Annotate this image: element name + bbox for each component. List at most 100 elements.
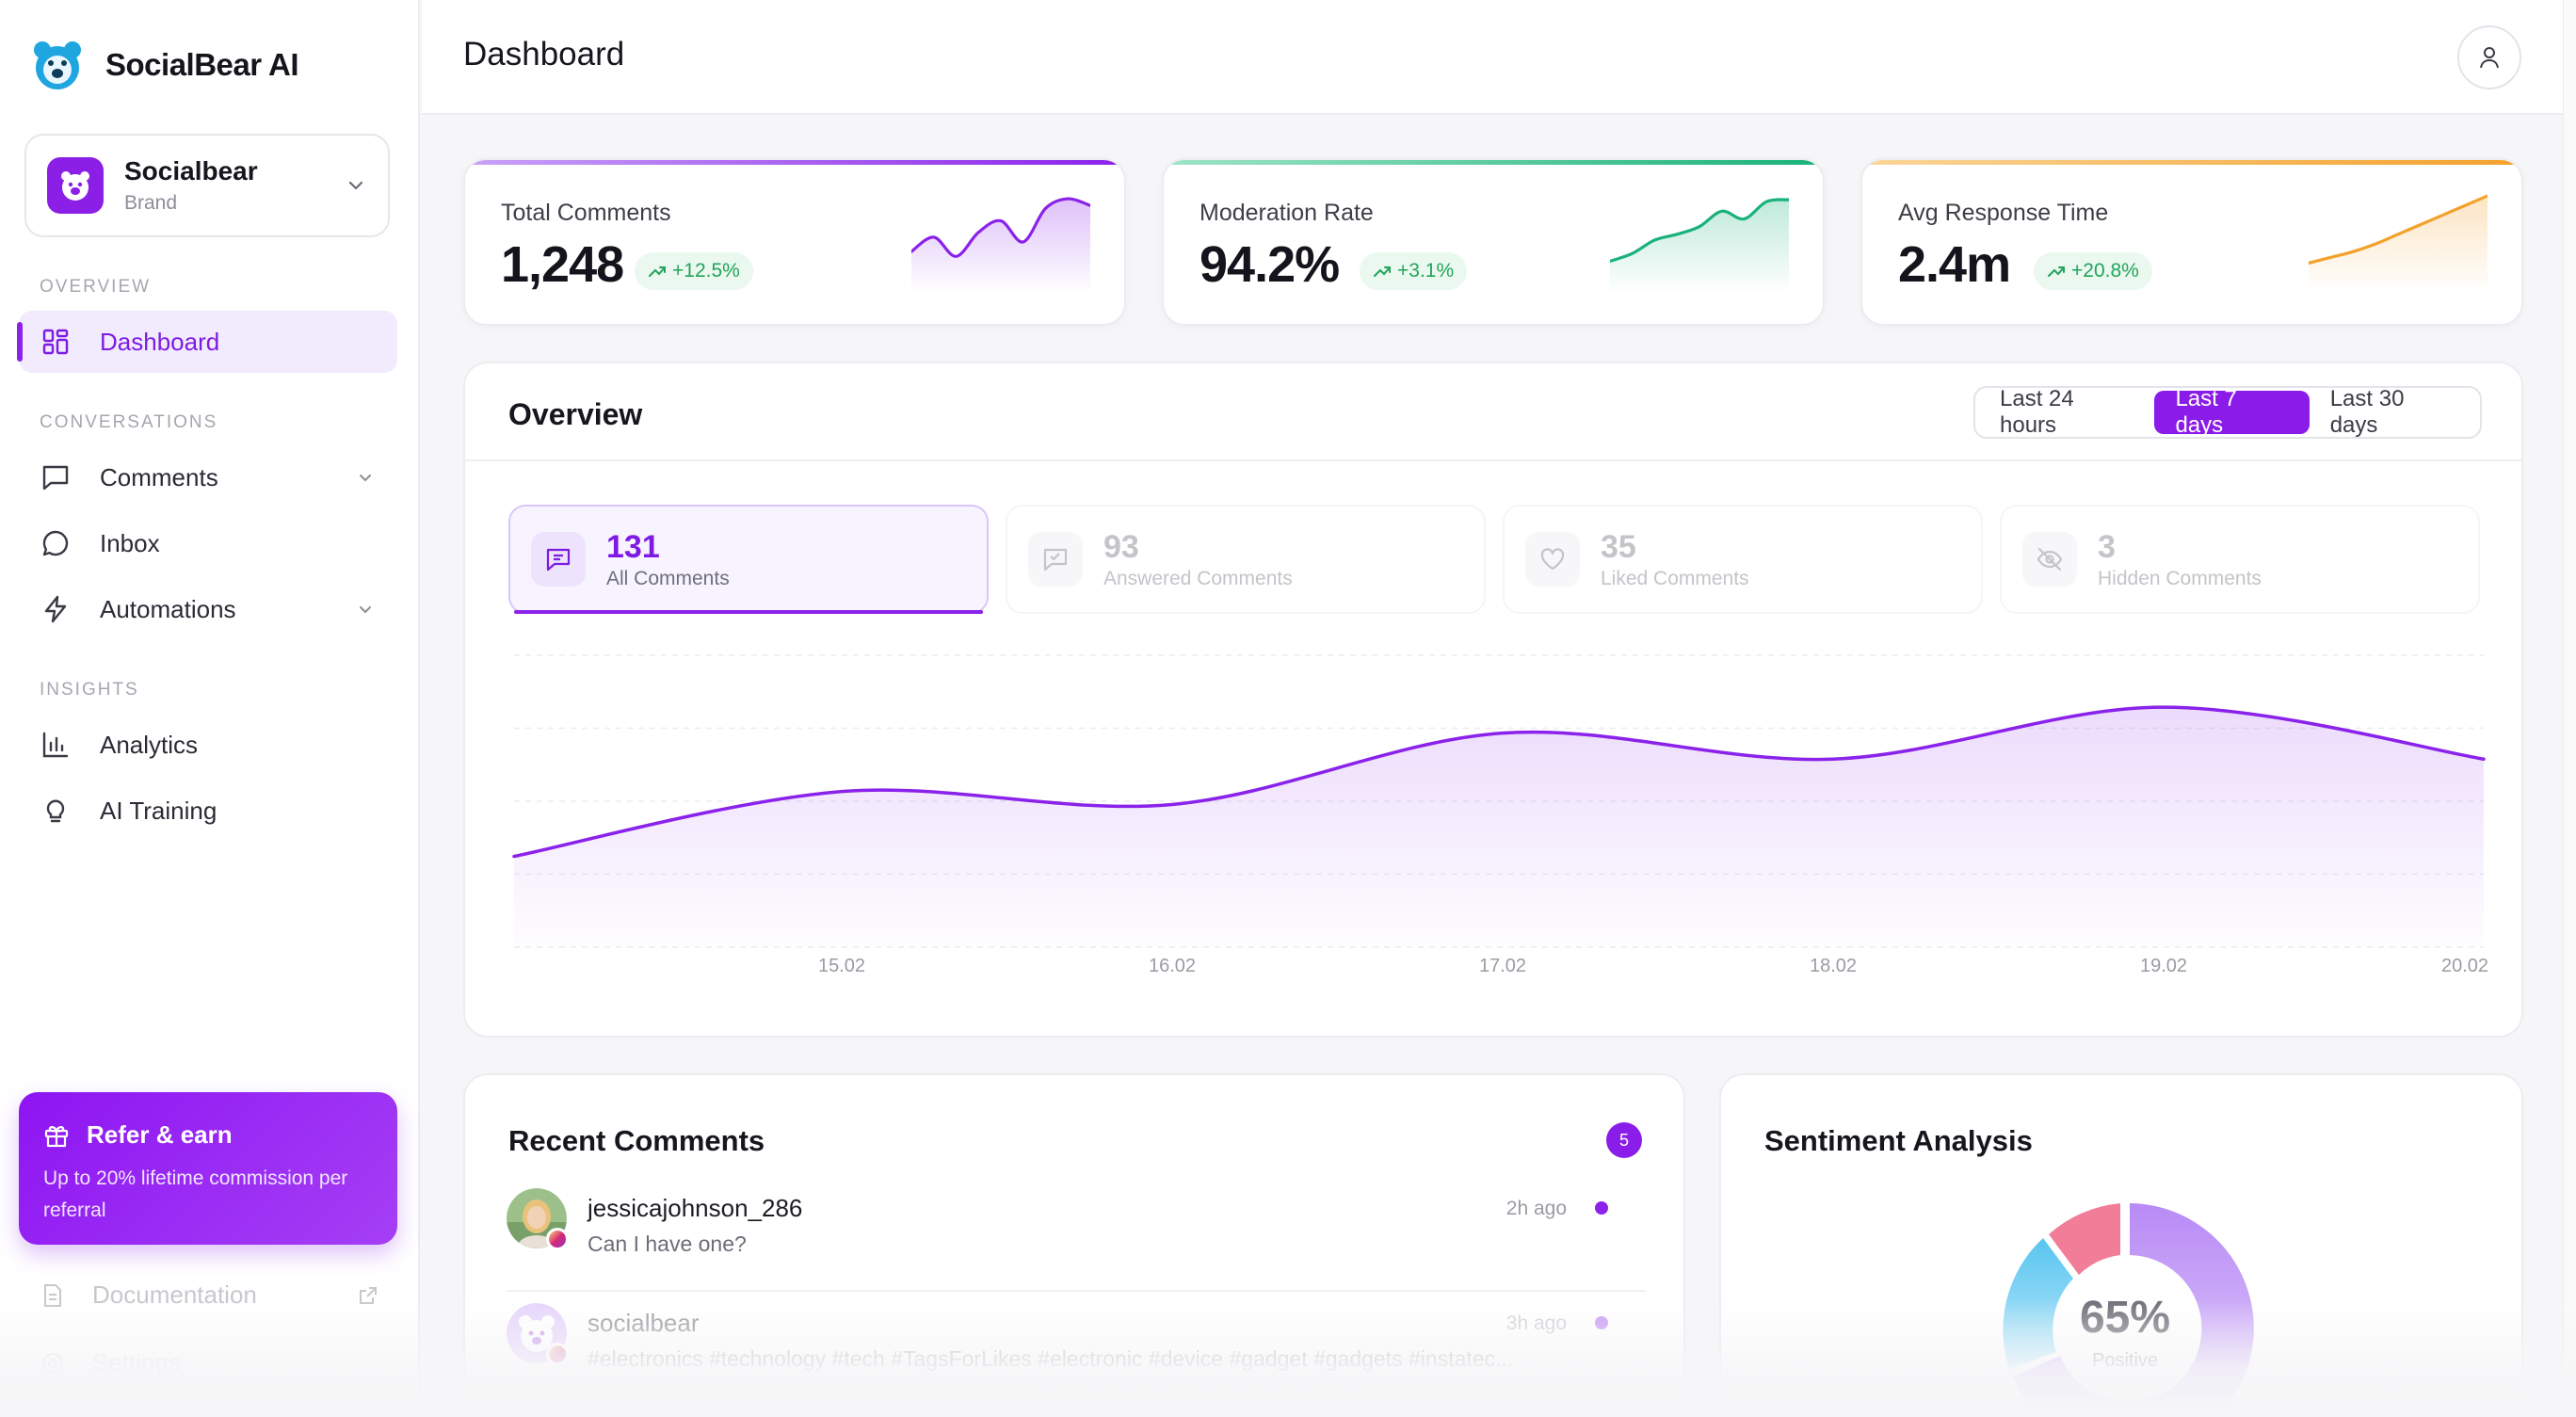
area-line xyxy=(512,705,2486,859)
eye-off-icon xyxy=(2022,532,2077,587)
stat-label: Avg Response Time xyxy=(1898,200,2109,226)
comment-username: jessicajohnson_286 xyxy=(588,1194,803,1222)
stat-label: Moderation Rate xyxy=(1199,200,1374,226)
range-last-7-days[interactable]: Last 7 days xyxy=(2154,386,2310,438)
recent-comments-card: Recent Comments 5 jessicajohnson_286 Can… xyxy=(463,1073,1685,1417)
comment-time: 2h ago xyxy=(1505,1198,1567,1219)
instagram-icon xyxy=(546,1228,569,1250)
sidebar-item-label: AI Training xyxy=(100,796,217,825)
heart-icon xyxy=(1525,532,1580,587)
kpi-label: All Comments xyxy=(606,567,730,589)
brand[interactable]: SocialBear AI xyxy=(30,38,299,92)
kpi-value: 3 xyxy=(2098,528,2116,565)
top-bar: Dashboard xyxy=(422,0,2576,115)
kpi-tab-hidden-comments[interactable]: 3 Hidden Comments xyxy=(2000,505,2480,614)
stat-delta-badge: +20.8% xyxy=(2034,252,2152,290)
comment-username: socialbear xyxy=(588,1309,700,1337)
kpi-label: Answered Comments xyxy=(1103,567,1293,589)
section-label-insights: INSIGHTS xyxy=(40,680,139,700)
sidebar-item-label: Comments xyxy=(100,462,218,491)
refer-subtitle: Up to 20% lifetime commission per referr… xyxy=(43,1167,348,1221)
kpi-value: 131 xyxy=(606,528,660,565)
x-tick-label: 15.02 xyxy=(818,956,865,976)
comment-item[interactable]: socialbear #electronics #technology #tec… xyxy=(507,1303,1646,1397)
sidebar-item-inbox[interactable]: Inbox xyxy=(19,512,397,574)
app-name: SocialBear AI xyxy=(105,47,299,82)
sparkline-area xyxy=(911,199,1090,294)
divider xyxy=(507,1290,1646,1292)
sidebar-item-comments[interactable]: Comments xyxy=(19,446,397,508)
settings-label: Settings xyxy=(92,1348,181,1377)
stat-card-total-comments: Total Comments 1,248 +12.5% xyxy=(463,158,1126,326)
sparkline xyxy=(911,197,1090,294)
comment-item[interactable]: jessicajohnson_286 Can I have one? 2h ag… xyxy=(507,1188,1646,1282)
kpi-value: 35 xyxy=(1601,528,1636,565)
trend-up-icon xyxy=(1374,266,1391,277)
comment-text: Can I have one? xyxy=(588,1232,747,1256)
sentiment-title: Sentiment Analysis xyxy=(1764,1124,2033,1157)
grid-icon xyxy=(40,326,72,358)
reply-icon xyxy=(1028,532,1083,587)
sentiment-value: 65% xyxy=(2079,1293,2171,1343)
sparkline-area xyxy=(1610,199,1789,294)
sparkline-line xyxy=(2309,194,2487,266)
x-tick-label: 17.02 xyxy=(1479,956,1526,976)
x-tick-label: 20.02 xyxy=(2441,956,2488,976)
document-icon xyxy=(44,1283,61,1307)
recent-comments-title: Recent Comments xyxy=(508,1124,765,1157)
kpi-tab-liked-comments[interactable]: 35 Liked Comments xyxy=(1503,505,1983,614)
kpi-label: Liked Comments xyxy=(1601,567,1749,589)
trend-up-icon xyxy=(649,266,666,277)
stat-value: 2.4m xyxy=(1898,236,2011,293)
date-range-selector: Last 24 hours Last 7 days Last 30 days xyxy=(1973,386,2482,439)
refer-title: Refer & earn xyxy=(87,1120,233,1149)
sparkline xyxy=(2309,194,2487,294)
x-tick-label: 19.02 xyxy=(2140,956,2187,976)
overview-card: Overview Last 24 hours Last 7 days Last … xyxy=(463,362,2523,1038)
overview-title: Overview xyxy=(508,397,643,431)
comment-count-badge: 5 xyxy=(1606,1122,1642,1158)
lightbulb-icon xyxy=(40,795,72,827)
refer-earn-card[interactable]: Refer & earn Up to 20% lifetime commissi… xyxy=(19,1092,397,1245)
section-label-overview: OVERVIEW xyxy=(40,277,152,297)
bear-logo-icon xyxy=(34,41,81,89)
trend-up-icon xyxy=(2048,266,2065,277)
page-title: Dashboard xyxy=(463,36,625,72)
divider xyxy=(465,459,2521,461)
gift-icon xyxy=(44,1125,69,1147)
chevron-down-icon xyxy=(348,181,363,190)
account-type: Brand xyxy=(124,192,178,214)
stat-delta: +12.5% xyxy=(672,260,740,282)
kpi-tab-answered-comments[interactable]: 93 Answered Comments xyxy=(1006,505,1486,614)
kpi-value: 93 xyxy=(1103,528,1139,565)
sidebar-item-ai-training[interactable]: AI Training xyxy=(19,780,397,842)
accent-bar xyxy=(465,160,1124,165)
documentation-link[interactable]: Documentation xyxy=(40,1280,378,1310)
range-last-30-days[interactable]: Last 30 days xyxy=(2329,386,2405,438)
user-menu-button[interactable] xyxy=(2457,25,2521,89)
stat-card-avg-response-time: Avg Response Time 2.4m +20.8% xyxy=(1860,158,2523,326)
message-square-icon xyxy=(531,532,586,587)
accent-bar xyxy=(1164,160,1823,165)
range-last-24-hours[interactable]: Last 24 hours xyxy=(2000,386,2074,438)
sparkline xyxy=(1610,198,1789,294)
kpi-tab-all-comments[interactable]: 131 All Comments xyxy=(508,505,989,614)
comment-text: #electronics #technology #tech #TagsForL… xyxy=(588,1346,1514,1371)
account-switcher[interactable]: Socialbear Brand xyxy=(24,134,390,237)
chevron-down-icon xyxy=(360,475,371,482)
sparkline-line xyxy=(911,197,1090,258)
documentation-label: Documentation xyxy=(92,1280,257,1309)
sidebar-item-dashboard[interactable]: Dashboard xyxy=(17,311,397,373)
account-name: Socialbear xyxy=(124,156,258,185)
area-fill xyxy=(514,707,2484,947)
sidebar-item-automations[interactable]: Automations xyxy=(19,578,397,640)
stat-card-moderation-rate: Moderation Rate 94.2% +3.1% xyxy=(1162,158,1825,326)
external-link-icon xyxy=(360,1286,377,1304)
scrollbar[interactable] xyxy=(2563,0,2576,1417)
sparkline-line xyxy=(1610,198,1789,263)
sidebar-item-label: Analytics xyxy=(100,730,199,759)
kpi-label: Hidden Comments xyxy=(2098,567,2262,589)
sidebar-item-analytics[interactable]: Analytics xyxy=(19,714,397,776)
settings-link[interactable]: Settings xyxy=(40,1348,181,1377)
accent-bar xyxy=(1862,160,2521,165)
